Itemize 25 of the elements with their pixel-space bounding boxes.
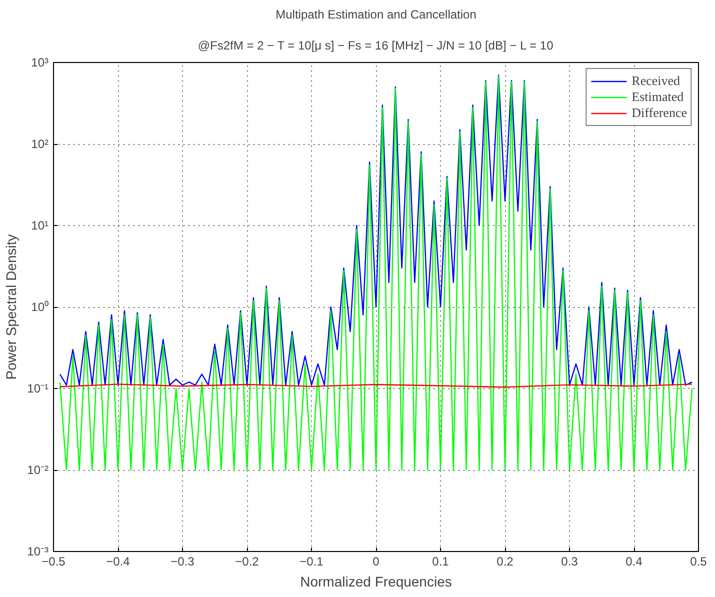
x-tick-label: 0.5 [690, 554, 708, 568]
legend-label: Difference [632, 105, 687, 121]
y-axis-title: Power Spectral Density [3, 234, 20, 380]
x-tick-label: 0.3 [561, 554, 578, 568]
x-tick-label: −0.1 [300, 554, 324, 568]
chart-title: Multipath Estimation and Cancellation [276, 8, 476, 22]
legend-label: Received [632, 73, 680, 89]
x-tick-label: −0.3 [170, 554, 195, 568]
x-tick-label: 0.2 [496, 554, 514, 568]
x-axis-title: Normalized Frequencies [300, 574, 452, 590]
x-tick-label: 0.1 [432, 554, 450, 568]
x-tick-label: 0 [372, 554, 380, 568]
chart-subtitle: @Fs2fM = 2 − T = 10[μ s] − Fs = 16 [MHz] − J/N = 10 [dB] − L = 10 [198, 38, 554, 52]
y-tick-label: 10¹ [31, 218, 49, 232]
y-tick-label: 10³ [31, 56, 49, 70]
x-tick-label: 0.4 [626, 554, 643, 568]
y-tick-label: 10⁻² [27, 463, 49, 477]
y-tick-label: 10⁻¹ [27, 382, 49, 396]
line-series [59, 76, 693, 471]
line-series [59, 74, 693, 386]
y-tick-label: 10⁰ [31, 300, 49, 314]
x-tick-label: −0.2 [235, 554, 260, 568]
x-tick-label: −0.4 [106, 554, 130, 568]
legend-label: Estimated [632, 89, 684, 105]
y-tick-label: 10² [31, 137, 49, 151]
